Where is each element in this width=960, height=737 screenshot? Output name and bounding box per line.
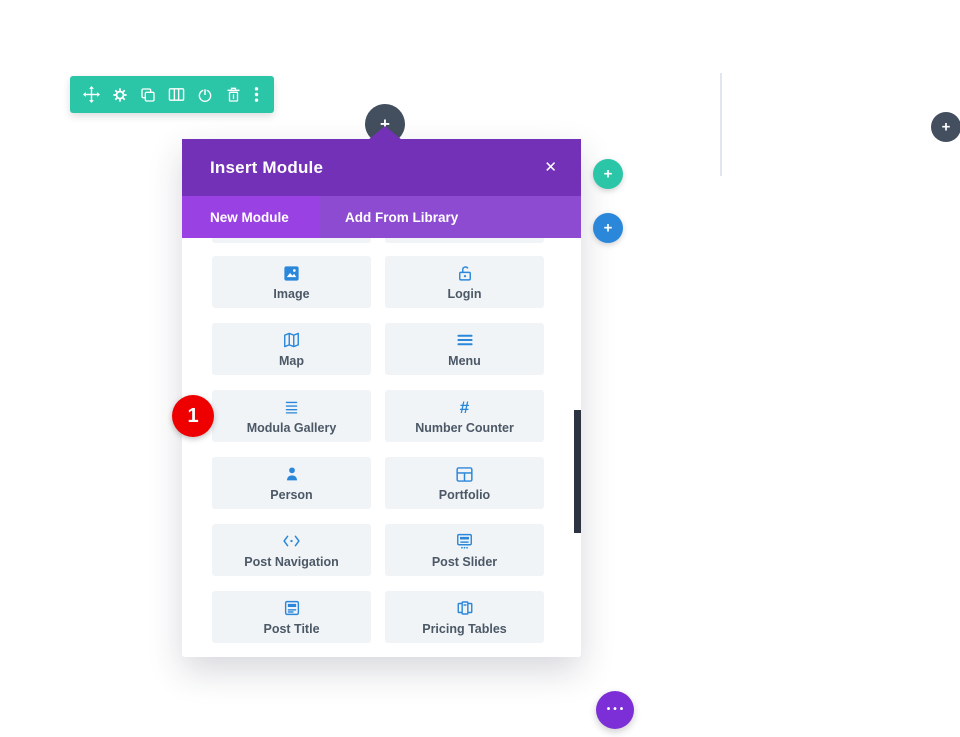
module-card-login[interactable]: Login (385, 256, 544, 308)
add-column-button[interactable]: + (593, 159, 623, 189)
module-card-partial (212, 238, 371, 243)
tab-new-module[interactable]: New Module (182, 196, 319, 238)
module-label: Post Navigation (244, 554, 339, 569)
module-card-map[interactable]: Map (212, 323, 371, 375)
section-toolbar (70, 76, 274, 113)
module-card-image[interactable]: Image (212, 256, 371, 308)
post-navigation-icon (282, 532, 301, 551)
module-card-number-counter[interactable]: # Number Counter (385, 390, 544, 442)
module-label: Number Counter (415, 420, 514, 435)
tab-add-from-library[interactable]: Add From Library (345, 209, 459, 225)
map-icon (282, 331, 301, 350)
add-module-button[interactable]: + (593, 213, 623, 243)
module-label: Login (447, 286, 482, 301)
plus-icon: + (603, 219, 613, 236)
module-card-portfolio[interactable]: Portfolio (385, 457, 544, 509)
plus-icon: + (941, 118, 951, 135)
module-list-scroll-area: Image Login Map Menu Modula Gallery # Numb… (182, 238, 581, 657)
module-label: Pricing Tables (422, 621, 507, 636)
module-label: Post Title (263, 621, 320, 636)
module-label: Post Slider (431, 554, 498, 569)
module-card-post-navigation[interactable]: Post Navigation (212, 524, 371, 576)
module-card-menu[interactable]: Menu (385, 323, 544, 375)
modal-tab-bar: New Module Add From Library (182, 196, 581, 238)
module-label: Image (273, 286, 310, 301)
module-card-pricing-tables[interactable]: Pricing Tables (385, 591, 544, 643)
module-label: Map (279, 353, 304, 368)
module-label: Portfolio (438, 487, 491, 502)
module-grid: Image Login Map Menu Modula Gallery # Numb… (182, 238, 581, 643)
module-card-post-title[interactable]: Post Title (212, 591, 371, 643)
insert-module-modal: Insert Module ✕ New Module Add From Libr… (182, 126, 581, 657)
modal-title: Insert Module (210, 157, 324, 177)
move-icon[interactable] (83, 86, 100, 103)
settings-icon[interactable] (111, 86, 128, 103)
module-label: Person (270, 487, 313, 502)
close-icon[interactable]: ✕ (544, 159, 557, 176)
post-slider-icon (455, 532, 474, 551)
number-counter-icon: # (459, 397, 470, 417)
module-card-person[interactable]: Person (212, 457, 371, 509)
modal-caret (368, 126, 402, 140)
image-icon (282, 264, 301, 283)
module-card-post-slider[interactable]: Post Slider (385, 524, 544, 576)
module-card-modula-gallery[interactable]: Modula Gallery (212, 390, 371, 442)
plus-icon: + (603, 165, 613, 182)
modula-gallery-icon (284, 398, 299, 417)
login-icon (456, 264, 474, 283)
columns-icon[interactable] (168, 86, 185, 103)
person-icon (284, 465, 300, 484)
ellipsis-icon: ••• (606, 704, 627, 715)
modal-scrollbar[interactable] (574, 410, 581, 533)
menu-icon (456, 331, 474, 350)
post-title-icon (283, 599, 301, 618)
duplicate-icon[interactable] (140, 86, 157, 103)
modal-header: Insert Module ✕ (182, 139, 581, 196)
disable-icon[interactable] (196, 86, 213, 103)
plus-icon: + (380, 114, 390, 133)
portfolio-icon (455, 465, 474, 484)
module-card-partial (385, 238, 544, 243)
pricing-tables-icon (456, 599, 474, 618)
section-divider-line (720, 73, 722, 176)
module-label: Modula Gallery (246, 420, 337, 435)
add-section-button[interactable]: + (931, 112, 960, 142)
more-vertical-icon[interactable] (253, 86, 261, 103)
step-annotation-badge: 1 (172, 395, 214, 437)
trash-icon[interactable] (225, 86, 242, 103)
module-label: Menu (448, 353, 481, 368)
page-settings-button[interactable]: ••• (596, 691, 634, 729)
